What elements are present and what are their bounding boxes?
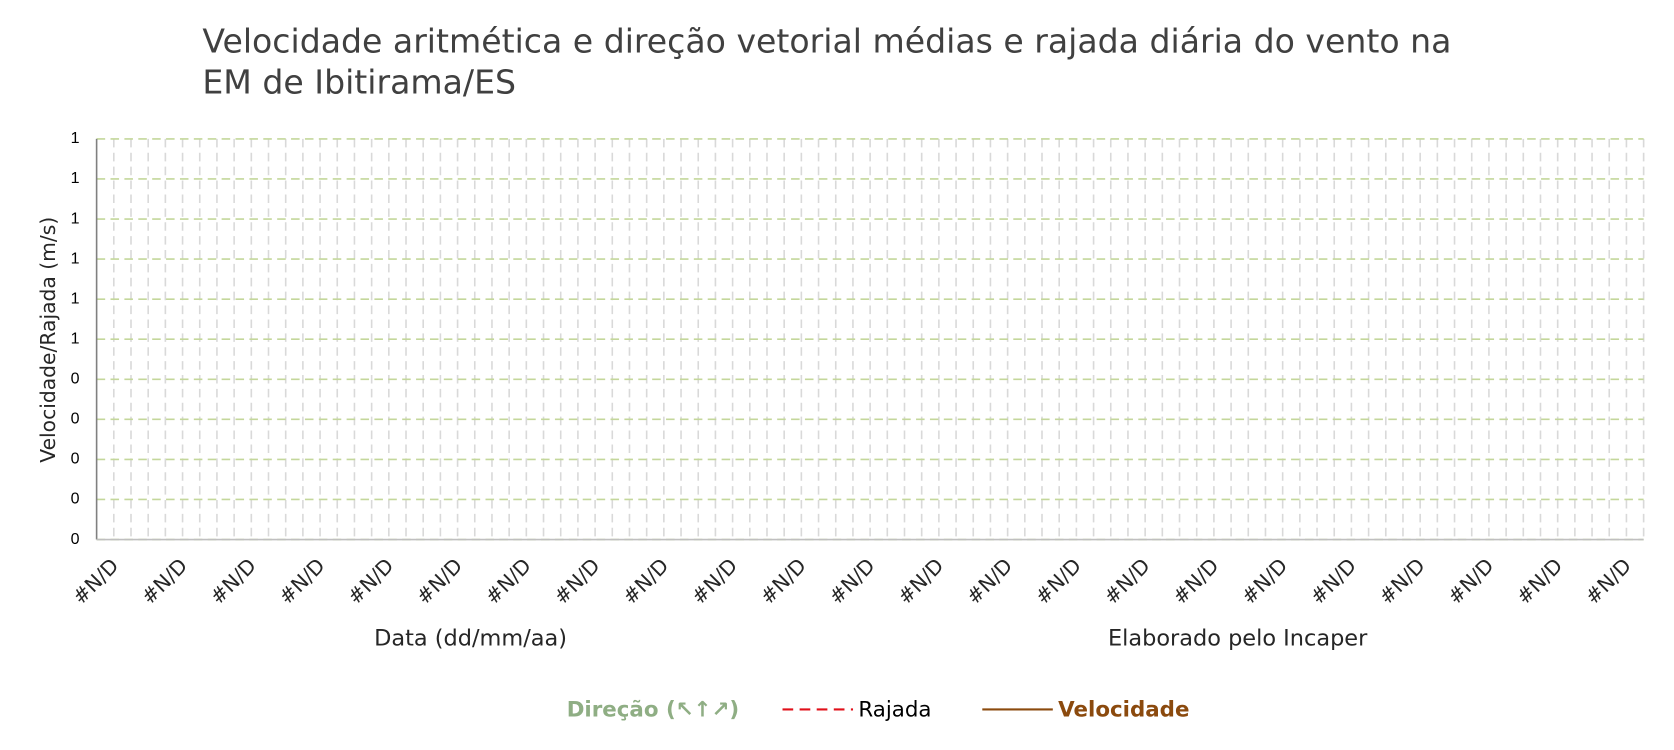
legend-label: Direção (↖↑↗)	[567, 697, 739, 722]
y-tick-label: 1	[71, 169, 80, 187]
x-tick-label: #N/D	[68, 553, 124, 609]
x-tick-label: #N/D	[1305, 553, 1361, 609]
chart-title: Velocidade aritmética e direção vetorial…	[202, 21, 1451, 101]
x-tick-label: #N/D	[343, 553, 399, 609]
y-tick-label: 0	[71, 490, 80, 508]
x-tick-label: #N/D	[687, 553, 743, 609]
x-tick-label: #N/D	[1374, 553, 1430, 609]
y-tick-label: 1	[71, 289, 80, 307]
legend-label: Velocidade	[1058, 697, 1189, 722]
x-tick-label: #N/D	[1237, 553, 1293, 609]
legend-label: Rajada	[858, 697, 931, 722]
x-tick-label: #N/D	[1030, 553, 1086, 609]
y-tick-label: 0	[71, 450, 80, 468]
x-tick-label: #N/D	[412, 553, 468, 609]
x-tick-label: #N/D	[1443, 553, 1499, 609]
x-tick-label: #N/D	[549, 553, 605, 609]
y-tick-label: 1	[71, 209, 80, 227]
x-tick-label: #N/D	[136, 553, 192, 609]
annotation: Elaborado pelo Incaper	[1108, 625, 1368, 651]
x-tick-label: #N/D	[893, 553, 949, 609]
title-line: EM de Ibitirama/ES	[202, 62, 516, 101]
x-tick-label: #N/D	[1168, 553, 1224, 609]
y-tick-label: 1	[71, 249, 80, 267]
x-tick-label: #N/D	[824, 553, 880, 609]
title-line: Velocidade aritmética e direção vetorial…	[202, 21, 1451, 60]
x-tick-label: #N/D	[274, 553, 330, 609]
x-tick-label: #N/D	[205, 553, 261, 609]
x-tick-label: #N/D	[1512, 553, 1568, 609]
x-tick-label: #N/D	[480, 553, 536, 609]
y-axis-label: Velocidade/Rajada (m/s)	[36, 217, 60, 463]
y-tick-label: 1	[71, 129, 80, 147]
x-tick-label: #N/D	[755, 553, 811, 609]
y-tick-label: 1	[71, 329, 80, 347]
x-tick-label: #N/D	[1099, 553, 1155, 609]
x-tick-label: #N/D	[618, 553, 674, 609]
x-axis-label: Data (dd/mm/aa)	[374, 625, 567, 651]
y-tick-label: 0	[71, 530, 80, 548]
y-tick-label: 0	[71, 370, 80, 388]
x-tick-label: #N/D	[1580, 553, 1636, 609]
x-tick-label: #N/D	[962, 553, 1018, 609]
y-tick-label: 0	[71, 410, 80, 428]
